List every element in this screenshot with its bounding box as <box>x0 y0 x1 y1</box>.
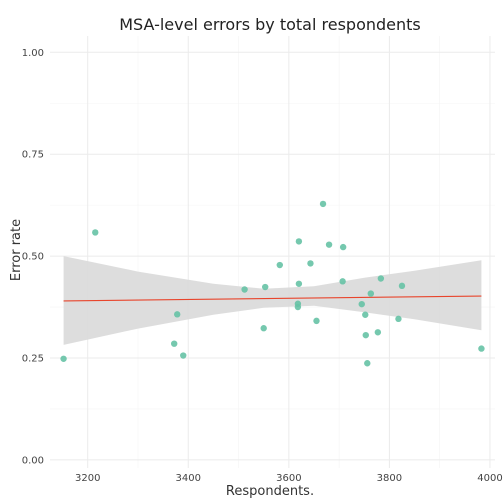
x-tick-label: 4000 <box>477 473 502 484</box>
data-point <box>377 275 385 282</box>
x-tick-label: 3200 <box>75 473 100 484</box>
data-point <box>180 352 187 359</box>
data-point <box>367 290 375 297</box>
y-tick-label: 0.00 <box>22 455 44 466</box>
data-point <box>260 325 267 332</box>
x-tick-label: 3600 <box>276 473 301 484</box>
data-point <box>92 229 99 236</box>
x-axis-label: Respondents. <box>226 484 314 499</box>
data-point <box>295 238 303 245</box>
data-point <box>174 311 181 318</box>
data-point <box>295 280 303 287</box>
data-point <box>325 241 333 248</box>
x-axis-ticks: 3200 3400 3600 3800 4000 <box>75 473 503 484</box>
data-point <box>339 243 347 251</box>
data-point <box>358 300 365 308</box>
data-point <box>170 340 178 347</box>
data-point <box>241 286 248 293</box>
y-axis-label: Error rate <box>9 219 24 281</box>
data-point <box>362 331 369 339</box>
data-point <box>276 261 283 269</box>
chart-title: MSA-level errors by total respondents <box>119 15 421 34</box>
data-point <box>395 315 402 323</box>
data-point <box>319 200 327 208</box>
trend-line <box>63 295 482 302</box>
data-point <box>364 360 371 367</box>
data-point <box>307 260 314 267</box>
y-tick-label: 0.75 <box>22 150 44 161</box>
y-tick-label: 0.25 <box>22 353 44 364</box>
data-point <box>478 345 485 352</box>
grid <box>50 36 495 468</box>
data-point <box>313 317 320 325</box>
x-tick-label: 3800 <box>377 473 402 484</box>
data-point <box>339 278 346 285</box>
y-tick-label: 0.50 <box>22 252 44 263</box>
data-point <box>60 355 67 362</box>
data-point <box>374 329 382 336</box>
x-tick-label: 3400 <box>176 473 201 484</box>
data-point <box>398 282 406 290</box>
data-point <box>294 303 302 311</box>
y-tick-label: 1.00 <box>22 48 44 59</box>
data-point <box>262 283 269 291</box>
y-axis-ticks: 0.00 0.25 0.50 0.75 1.00 <box>22 48 44 467</box>
confidence-ribbon <box>63 256 482 345</box>
data-points <box>60 200 485 367</box>
data-point <box>362 311 369 318</box>
